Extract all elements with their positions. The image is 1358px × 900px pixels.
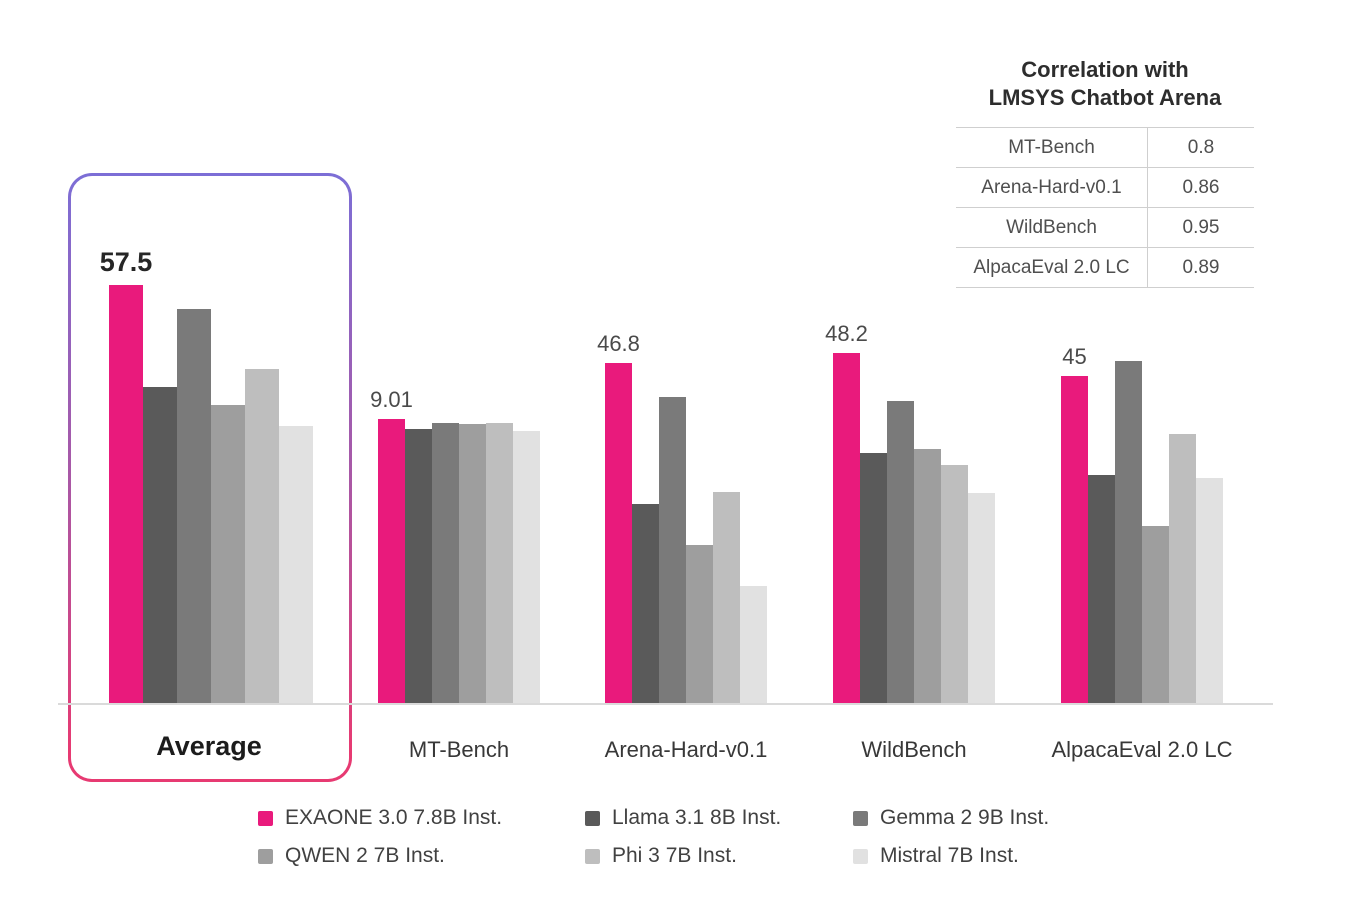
legend-item-qwen-2-7b-inst: QWEN 2 7B Inst.: [258, 844, 445, 868]
bar-qwen-2-7b-inst-arena-hard-v0-1: [686, 545, 713, 703]
correlation-table-title-line1: Correlation with: [1021, 57, 1189, 82]
category-label-mt-bench: MT-Bench: [408, 737, 510, 762]
x-axis-line: [58, 703, 1273, 705]
correlation-row-mt-bench: MT-Bench 0.8: [956, 128, 1254, 168]
category-label-average: Average: [156, 731, 262, 761]
value-label-arena-hard-v0-1: 46.8: [597, 331, 640, 356]
legend-swatch-phi-3-7b-inst: [585, 848, 600, 864]
correlation-benchmark-mt-bench: MT-Bench: [956, 128, 1148, 167]
bar-phi-3-7b-inst-wildbench: [941, 465, 968, 703]
bar-mistral-7b-inst-mt-bench: [513, 431, 540, 703]
bar-llama-3-1-8b-inst-mt-bench: [405, 429, 432, 703]
legend-item-phi-3-7b-inst: Phi 3 7B Inst.: [585, 844, 737, 868]
bar-exaone-3-0-7-8b-inst-arena-hard-v0-1: [605, 363, 632, 703]
bar-mistral-7b-inst-arena-hard-v0-1: [740, 586, 767, 703]
bar-exaone-3-0-7-8b-inst-wildbench: [833, 353, 860, 703]
legend-item-exaone-3-0-7-8b-inst: EXAONE 3.0 7.8B Inst.: [258, 806, 502, 830]
value-label-mt-bench: 9.01: [370, 387, 413, 412]
correlation-value-arena-hard-v0-1: 0.86: [1182, 176, 1220, 198]
legend-swatch-mistral-7b-inst: [853, 848, 868, 864]
legend-swatch-llama-3-1-8b-inst: [585, 810, 600, 826]
legend-item-llama-3-1-8b-inst: Llama 3.1 8B Inst.: [585, 806, 781, 830]
legend-label-llama-3-1-8b-inst: Llama 3.1 8B Inst.: [612, 806, 782, 829]
bar-phi-3-7b-inst-average: [245, 369, 279, 703]
bar-qwen-2-7b-inst-average: [211, 405, 245, 703]
correlation-benchmark-alpacaeval-2-0-lc: AlpacaEval 2.0 LC: [956, 248, 1148, 287]
bar-exaone-3-0-7-8b-inst-average: [109, 285, 143, 703]
correlation-table-title-line2: LMSYS Chatbot Arena: [988, 85, 1222, 110]
bar-mistral-7b-inst-alpacaeval-2-0-lc: [1196, 478, 1223, 703]
correlation-benchmark-arena-hard-v0-1: Arena-Hard-v0.1: [956, 168, 1148, 207]
bar-qwen-2-7b-inst-mt-bench: [459, 424, 486, 703]
category-label-wildbench: WildBench: [861, 737, 967, 762]
category-label-arena-hard-v0-1: Arena-Hard-v0.1: [604, 737, 768, 762]
legend-label-qwen-2-7b-inst: QWEN 2 7B Inst.: [285, 844, 445, 867]
bar-qwen-2-7b-inst-alpacaeval-2-0-lc: [1142, 526, 1169, 703]
legend-label-exaone-3-0-7-8b-inst: EXAONE 3.0 7.8B Inst.: [285, 806, 503, 829]
bar-llama-3-1-8b-inst-wildbench: [860, 453, 887, 703]
legend-swatch-exaone-3-0-7-8b-inst: [258, 810, 273, 826]
bar-qwen-2-7b-inst-wildbench: [914, 449, 941, 703]
bar-llama-3-1-8b-inst-average: [143, 387, 177, 703]
legend-swatch-qwen-2-7b-inst: [258, 848, 273, 864]
correlation-value-alpacaeval-2-0-lc: 0.89: [1182, 256, 1220, 278]
bar-gemma-2-9b-inst-wildbench: [887, 401, 914, 703]
category-label-alpacaeval-2-0-lc: AlpacaEval 2.0 LC: [1051, 737, 1233, 762]
correlation-value-mt-bench: 0.8: [1187, 136, 1215, 158]
legend-item-gemma-2-9b-inst: Gemma 2 9B Inst.: [853, 806, 1049, 830]
correlation-row-alpacaeval-2-0-lc: AlpacaEval 2.0 LC 0.89: [956, 248, 1254, 288]
bar-gemma-2-9b-inst-mt-bench: [432, 423, 459, 703]
bar-gemma-2-9b-inst-average: [177, 309, 211, 703]
correlation-row-wildbench: WildBench 0.95: [956, 208, 1254, 248]
bar-phi-3-7b-inst-mt-bench: [486, 423, 513, 703]
legend-label-gemma-2-9b-inst: Gemma 2 9B Inst.: [880, 806, 1050, 829]
value-label-average: 57.5: [99, 247, 153, 277]
legend-label-mistral-7b-inst: Mistral 7B Inst.: [880, 844, 1019, 867]
correlation-value-wildbench: 0.95: [1182, 216, 1220, 238]
correlation-table: MT-Bench 0.8 Arena-Hard-v0.1 0.86 WildBench 0…: [956, 127, 1254, 288]
legend-swatch-gemma-2-9b-inst: [853, 810, 868, 826]
bar-exaone-3-0-7-8b-inst-mt-bench: [378, 419, 405, 703]
bar-llama-3-1-8b-inst-arena-hard-v0-1: [632, 504, 659, 703]
bar-mistral-7b-inst-wildbench: [968, 493, 995, 703]
correlation-row-arena-hard-v0-1: Arena-Hard-v0.1 0.86: [956, 168, 1254, 208]
value-label-alpacaeval-2-0-lc: 45: [1062, 344, 1087, 369]
value-label-wildbench: 48.2: [825, 321, 868, 346]
bar-mistral-7b-inst-average: [279, 426, 313, 703]
bar-gemma-2-9b-inst-alpacaeval-2-0-lc: [1115, 361, 1142, 703]
legend-label-phi-3-7b-inst: Phi 3 7B Inst.: [612, 844, 737, 867]
legend-item-mistral-7b-inst: Mistral 7B Inst.: [853, 844, 1019, 868]
correlation-table-title: Correlation with LMSYS Chatbot Arena: [956, 56, 1254, 112]
correlation-benchmark-wildbench: WildBench: [956, 208, 1148, 247]
bar-llama-3-1-8b-inst-alpacaeval-2-0-lc: [1088, 475, 1115, 703]
bar-exaone-3-0-7-8b-inst-alpacaeval-2-0-lc: [1061, 376, 1088, 703]
bar-phi-3-7b-inst-arena-hard-v0-1: [713, 492, 740, 703]
bar-gemma-2-9b-inst-arena-hard-v0-1: [659, 397, 686, 703]
bar-phi-3-7b-inst-alpacaeval-2-0-lc: [1169, 434, 1196, 703]
